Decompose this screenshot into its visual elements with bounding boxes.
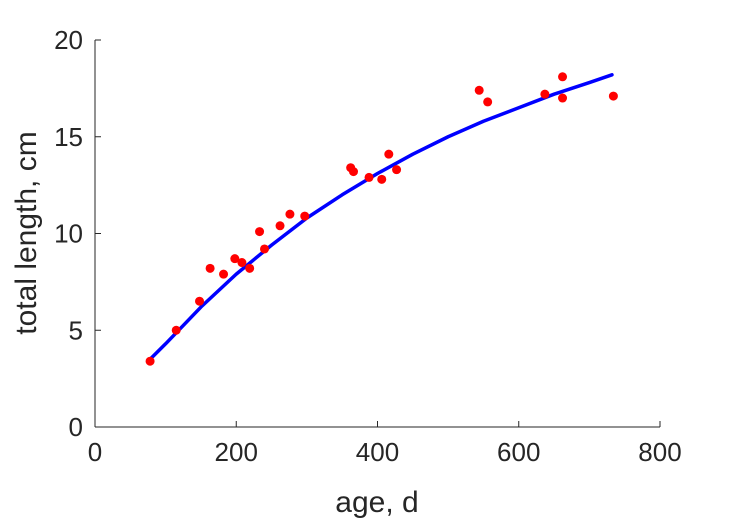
data-point xyxy=(540,89,550,99)
data-point xyxy=(171,325,181,335)
data-point xyxy=(245,263,255,273)
data-point xyxy=(384,149,394,159)
data-point xyxy=(255,227,265,237)
data-point xyxy=(392,165,402,175)
x-ticks: 0 200 400 600 800 xyxy=(88,421,682,467)
fit-curve xyxy=(148,73,614,362)
data-point xyxy=(145,356,155,366)
data-point xyxy=(285,209,295,219)
data-point xyxy=(483,97,493,107)
x-tick-label: 0 xyxy=(88,437,102,467)
data-point xyxy=(237,258,247,268)
data-point xyxy=(348,167,358,177)
data-point xyxy=(275,221,285,231)
data-point xyxy=(260,244,269,254)
data-point xyxy=(205,263,215,273)
data-point xyxy=(558,93,568,103)
data-points-group xyxy=(145,72,618,366)
y-tick-label: 10 xyxy=(54,219,83,249)
data-point xyxy=(195,296,205,306)
axes xyxy=(94,40,660,428)
data-point xyxy=(474,85,484,95)
data-point xyxy=(230,254,240,264)
data-point xyxy=(219,269,229,279)
y-tick-label: 0 xyxy=(69,412,83,442)
x-tick-label: 400 xyxy=(356,437,399,467)
y-axis-title: total length, cm xyxy=(10,131,43,334)
data-point xyxy=(558,72,568,82)
data-point xyxy=(608,91,618,101)
data-point xyxy=(300,211,310,221)
x-tick-label: 600 xyxy=(497,437,540,467)
data-point xyxy=(364,172,374,182)
y-tick-label: 20 xyxy=(54,25,83,55)
x-axis-title: age, d xyxy=(335,486,418,519)
x-tick-label: 200 xyxy=(215,437,258,467)
y-ticks: 0 5 10 15 20 xyxy=(54,25,101,442)
x-tick-label: 800 xyxy=(638,437,681,467)
fit-curve-group xyxy=(148,73,614,362)
y-tick-label: 15 xyxy=(54,122,83,152)
data-point xyxy=(377,174,387,184)
y-tick-label: 5 xyxy=(69,315,83,345)
